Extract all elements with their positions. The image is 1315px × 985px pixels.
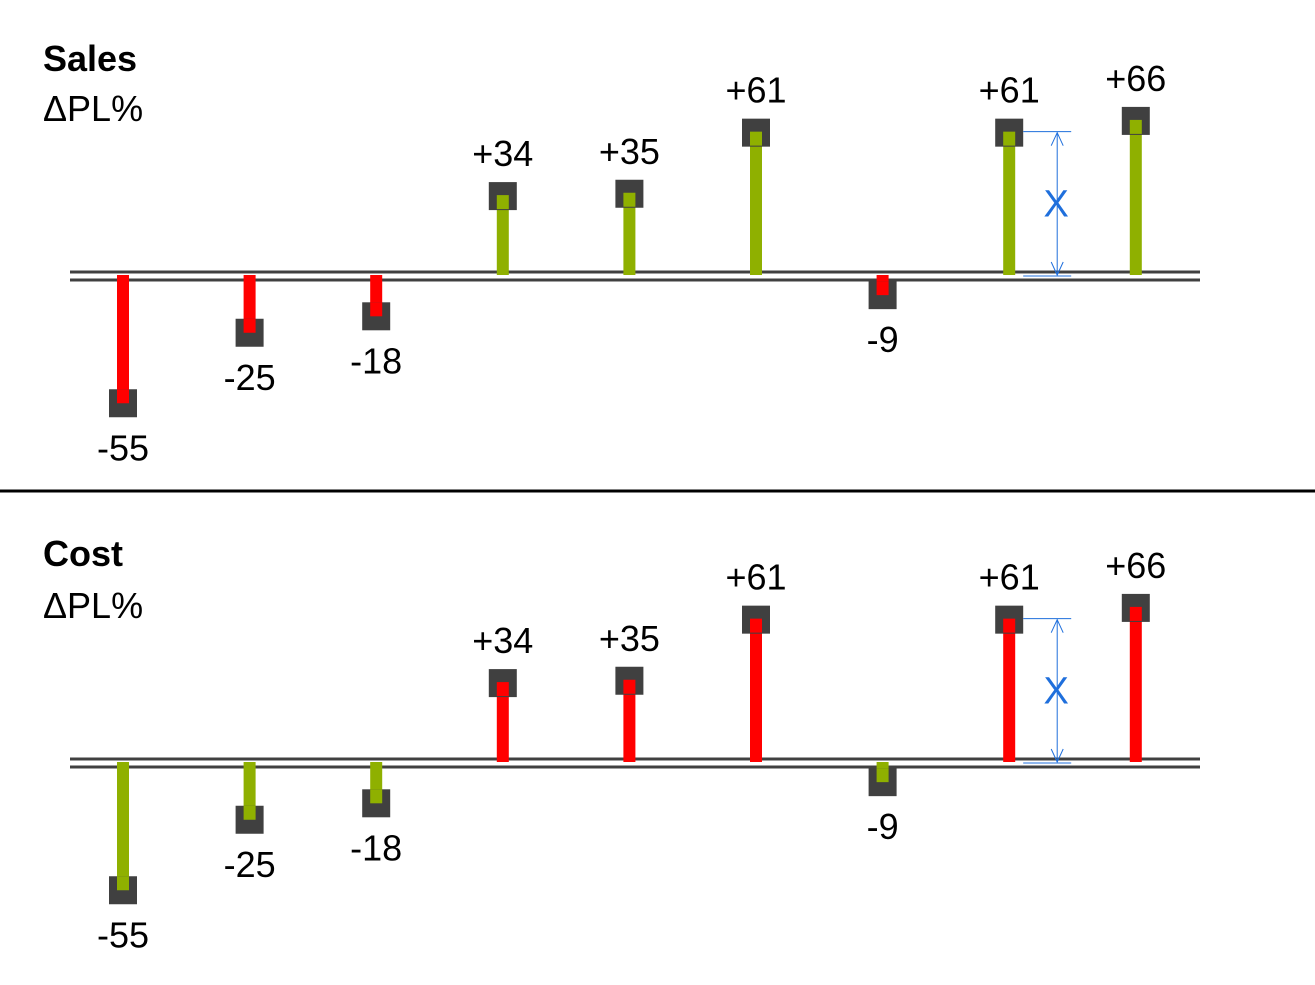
sales-data-label-8: +61: [979, 70, 1040, 111]
cost-dimension-arrow-down: [1050, 748, 1064, 764]
cost-bar-8: [1003, 618, 1016, 762]
cost-bar-tip-3: [370, 789, 383, 804]
sales-data-label-6: +61: [725, 70, 786, 111]
sales-bar-tip-1: [117, 389, 129, 404]
cost-bar-5: [623, 679, 636, 762]
sales-data-label-1: -55: [97, 427, 149, 468]
sales-bar-tip-3: [370, 302, 383, 317]
sales-bar-6: [750, 131, 762, 275]
cost-bar-6: [750, 618, 762, 762]
cost-bar-1: [117, 762, 129, 892]
sales-bar-tip-2: [243, 318, 256, 333]
sales-dimension-arrow-down: [1050, 261, 1064, 277]
sales-title: Sales: [43, 38, 137, 79]
sales-bar-tip-4: [496, 195, 509, 210]
cost-data-label-5: +35: [599, 618, 660, 659]
cost-dimension-arrow-up: [1050, 618, 1064, 633]
sales-bar-4: [496, 195, 509, 275]
cost-bar-tip-9: [1129, 606, 1142, 621]
cost-data-label-9: +66: [1105, 545, 1166, 586]
sales-bar-8: [1003, 131, 1016, 275]
sales-bar-tip-9: [1129, 119, 1142, 134]
cost-data-label-3: -18: [350, 827, 402, 868]
cost-bar-tip-8: [1003, 618, 1016, 633]
sales-bar-tip-5: [623, 192, 636, 207]
cost-dimension-label: X: [1044, 670, 1069, 712]
sales-chart-marks: -55 -25 -18 +34 +35 +61 -9 +61 +66 X: [70, 58, 1200, 468]
cost-data-label-7: -9: [867, 806, 899, 847]
sales-dimension-label: X: [1044, 183, 1069, 225]
sales-bar-tip-8: [1003, 131, 1016, 146]
sales-bar-5: [623, 192, 636, 275]
cost-bar-4: [496, 682, 509, 762]
cost-data-label-2: -25: [224, 844, 276, 885]
cost-bar-tip-2: [243, 805, 256, 820]
cost-bar-tip-5: [623, 679, 636, 694]
cost-bar-tip-4: [496, 682, 509, 697]
cost-data-label-4: +34: [472, 620, 533, 661]
sales-data-label-3: -18: [350, 340, 402, 381]
sales-bar-tip-6: [750, 131, 762, 146]
sales-data-label-7: -9: [867, 319, 899, 360]
sales-dimension-arrow-up: [1050, 131, 1064, 146]
sales-data-label-2: -25: [224, 357, 276, 398]
cost-bar-tip-1: [117, 876, 129, 891]
sales-bar-9: [1129, 119, 1142, 276]
cost-title: Cost: [43, 533, 123, 574]
sales-data-label-4: +34: [472, 133, 533, 174]
cost-panel: Cost ΔPL% -55 -25 -18 +34 +35 +61 -9 +61 +66 X: [43, 533, 1200, 955]
sales-panel: Sales ΔPL% -55 -25 -18 +34 +35 +61 -9 +61 +66 X: [43, 38, 1200, 468]
cost-data-label-1: -55: [97, 914, 149, 955]
cost-bar-tip-6: [750, 618, 762, 633]
cost-subtitle: ΔPL%: [43, 585, 143, 626]
sales-bar-1: [117, 275, 129, 405]
cost-data-label-6: +61: [725, 557, 786, 598]
cost-bar-9: [1129, 606, 1142, 762]
sales-data-label-5: +35: [599, 131, 660, 172]
sales-data-label-9: +66: [1105, 58, 1166, 99]
cost-chart-marks: -55 -25 -18 +34 +35 +61 -9 +61 +66 X: [70, 545, 1200, 955]
cost-data-label-8: +61: [979, 557, 1040, 598]
sales-subtitle: ΔPL%: [43, 88, 143, 129]
cost-bar-tip-7: [876, 768, 889, 783]
sales-bar-tip-7: [876, 281, 889, 296]
